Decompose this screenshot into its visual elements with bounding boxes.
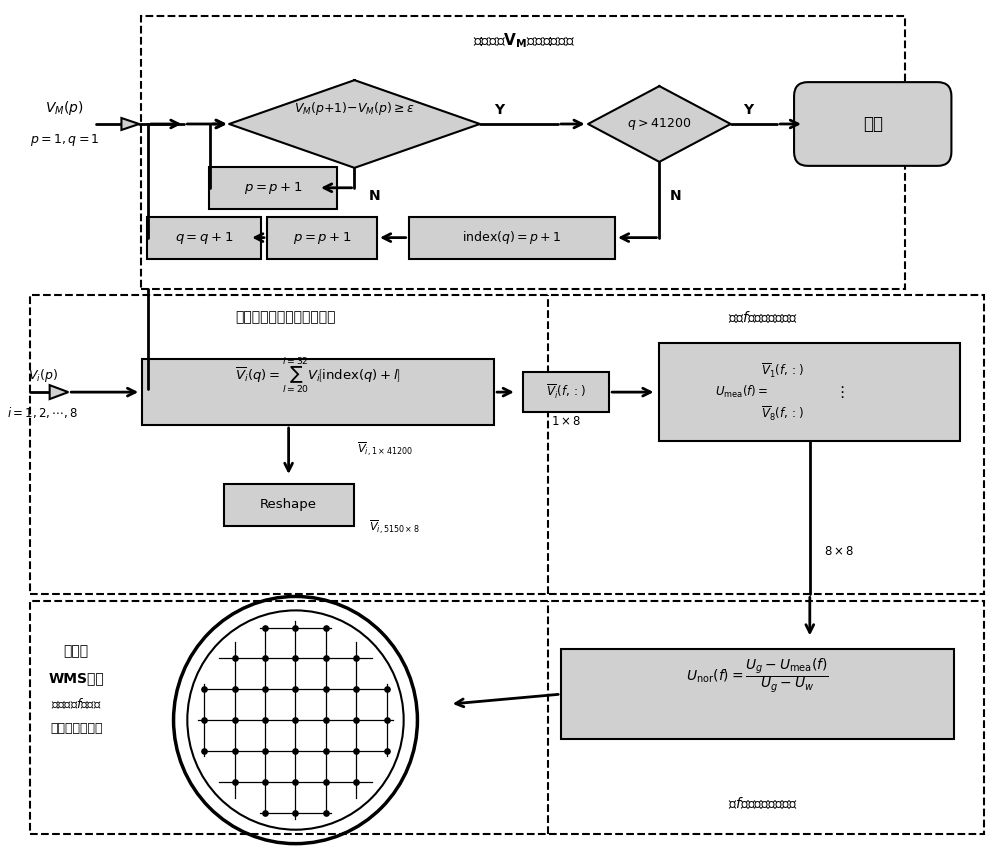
Text: $\vdots$: $\vdots$ <box>834 384 844 400</box>
FancyBboxPatch shape <box>224 484 354 525</box>
Text: $\overline{V}_8(f,:)$: $\overline{V}_8(f,:)$ <box>761 405 803 423</box>
Text: N: N <box>368 189 380 203</box>
Text: $8\times8$: $8\times8$ <box>824 545 854 558</box>
Text: 标记信号$\bf{V_M}$的上升沿检测: 标记信号$\bf{V_M}$的上升沿检测 <box>473 31 575 50</box>
FancyBboxPatch shape <box>209 167 337 209</box>
Text: Y: Y <box>743 103 753 117</box>
Text: 第$f$帧测量数据归一化: 第$f$帧测量数据归一化 <box>728 796 798 812</box>
Text: 计算稳定电压数据的平均值: 计算稳定电压数据的平均值 <box>235 310 336 324</box>
Text: 数据的归一化值: 数据的归一化值 <box>50 722 102 734</box>
Text: 分布在: 分布在 <box>64 644 89 658</box>
Text: $1\times8$: $1\times8$ <box>551 415 581 428</box>
Text: $\overline{V}_{i,5150\times8}$: $\overline{V}_{i,5150\times8}$ <box>369 518 420 536</box>
Text: $\overline{V}_i(f,:)$: $\overline{V}_i(f,:)$ <box>546 383 586 401</box>
Polygon shape <box>229 81 480 168</box>
FancyBboxPatch shape <box>659 344 960 441</box>
Polygon shape <box>50 385 68 399</box>
FancyBboxPatch shape <box>794 82 951 166</box>
Text: $U_{\mathrm{mea}}(f)=$: $U_{\mathrm{mea}}(f)=$ <box>715 384 769 400</box>
Text: $i=1,2,\cdots,8$: $i=1,2,\cdots,8$ <box>7 405 78 420</box>
FancyBboxPatch shape <box>561 650 954 739</box>
Text: $p=1,q=1$: $p=1,q=1$ <box>30 132 99 148</box>
Text: N: N <box>670 189 682 203</box>
Text: $U_{\mathrm{nor}}(f)=\dfrac{U_g-U_{\mathrm{mea}}(f)}{U_g-U_w}$: $U_{\mathrm{nor}}(f)=\dfrac{U_g-U_{\math… <box>686 657 829 695</box>
Text: $q>41200$: $q>41200$ <box>627 116 691 132</box>
Text: Reshape: Reshape <box>260 498 317 512</box>
FancyBboxPatch shape <box>523 372 609 412</box>
FancyBboxPatch shape <box>147 217 261 259</box>
Text: $V_M(p{+}1){-}V_M(p)\geq\varepsilon$: $V_M(p{+}1){-}V_M(p)\geq\varepsilon$ <box>294 99 415 117</box>
Text: WMS交叉: WMS交叉 <box>48 671 104 686</box>
Text: $\mathrm{index}(q)=p+1$: $\mathrm{index}(q)=p+1$ <box>462 229 562 246</box>
FancyBboxPatch shape <box>142 359 494 425</box>
Text: 点上的第$f$帧测量: 点上的第$f$帧测量 <box>51 697 102 711</box>
FancyBboxPatch shape <box>409 217 615 259</box>
Text: 对第$f$帧测量数据重构: 对第$f$帧测量数据重构 <box>728 309 798 325</box>
Text: $q=q+1$: $q=q+1$ <box>175 230 233 246</box>
FancyBboxPatch shape <box>267 217 377 259</box>
Text: $V_M(p)$: $V_M(p)$ <box>45 99 84 117</box>
Text: Y: Y <box>494 103 504 117</box>
Text: $\overline{V}_1(f,:)$: $\overline{V}_1(f,:)$ <box>761 363 803 381</box>
Text: 停止: 停止 <box>863 115 883 133</box>
Polygon shape <box>588 86 731 162</box>
Text: $V_i(p)$: $V_i(p)$ <box>28 367 58 384</box>
Text: $\overline{V}_i(q)=\sum_{l=20}^{l=32}V_i\!\left[\mathrm{index}(q)+l\right]$: $\overline{V}_i(q)=\sum_{l=20}^{l=32}V_i… <box>235 355 401 395</box>
Polygon shape <box>121 118 139 130</box>
Text: $p=p+1$: $p=p+1$ <box>244 180 302 195</box>
Text: $\overline{V}_{i,1\times41200}$: $\overline{V}_{i,1\times41200}$ <box>357 440 413 458</box>
Text: $p=p+1$: $p=p+1$ <box>293 230 351 246</box>
